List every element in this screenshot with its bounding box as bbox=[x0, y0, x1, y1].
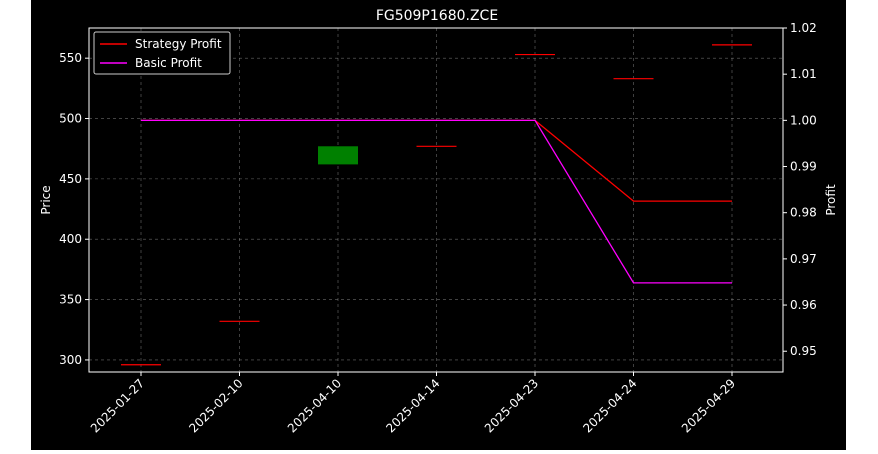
chart-title: FG509P1680.ZCE bbox=[376, 8, 498, 24]
y-tick-label: 400 bbox=[59, 232, 82, 246]
profit-lines bbox=[141, 119, 732, 284]
y2-tick-label: 0.97 bbox=[790, 252, 817, 266]
y-axis-right: 0.95 0.96 0.97 0.98 0.99 1.00 1.01 1.02 bbox=[783, 21, 817, 358]
y-tick-label: 300 bbox=[59, 353, 82, 367]
grid bbox=[89, 28, 783, 372]
chart-figure: FG509P1680.ZCE 2025-01-27 2025-02-10 2025-… bbox=[31, 0, 846, 450]
x-tick-label: 2025-01-27 bbox=[88, 376, 147, 435]
x-tick-label: 2025-04-24 bbox=[580, 376, 639, 435]
y-axis-label: Price bbox=[39, 185, 53, 214]
y2-tick-label: 0.99 bbox=[790, 160, 817, 174]
y2-tick-label: 0.98 bbox=[790, 206, 817, 220]
y2-tick-label: 0.96 bbox=[790, 298, 817, 312]
x-tick-label: 2025-04-10 bbox=[285, 376, 344, 435]
x-tick-label: 2025-02-10 bbox=[186, 376, 245, 435]
x-axis: 2025-01-27 2025-02-10 2025-04-10 2025-04-14… bbox=[88, 372, 738, 435]
legend: Strategy Profit Basic Profit bbox=[93, 31, 231, 75]
y-tick-label: 350 bbox=[59, 293, 82, 307]
x-tick-label: 2025-04-14 bbox=[383, 376, 442, 435]
y-tick-label: 500 bbox=[59, 112, 82, 126]
legend-label-strategy: Strategy Profit bbox=[135, 37, 222, 51]
legend-label-basic: Basic Profit bbox=[135, 56, 202, 70]
plot-frame bbox=[88, 27, 784, 373]
candles bbox=[121, 44, 752, 366]
y2-tick-label: 1.02 bbox=[790, 21, 817, 35]
basic-profit-line bbox=[141, 119, 732, 284]
chart-svg: FG509P1680.ZCE 2025-01-27 2025-02-10 2025-… bbox=[39, 8, 838, 435]
y2-tick-label: 1.01 bbox=[790, 67, 817, 81]
y2-tick-label: 0.95 bbox=[790, 344, 817, 358]
y2-axis-label: Profit bbox=[824, 184, 838, 216]
y-tick-label: 550 bbox=[59, 51, 82, 65]
candle-body bbox=[318, 146, 358, 165]
legend-box bbox=[93, 31, 231, 75]
x-tick-label: 2025-04-23 bbox=[482, 376, 541, 435]
y-axis-left: 300 350 400 450 500 550 bbox=[59, 51, 89, 367]
y-tick-label: 450 bbox=[59, 172, 82, 186]
x-tick-label: 2025-04-29 bbox=[679, 376, 738, 435]
y2-tick-label: 1.00 bbox=[790, 113, 817, 127]
